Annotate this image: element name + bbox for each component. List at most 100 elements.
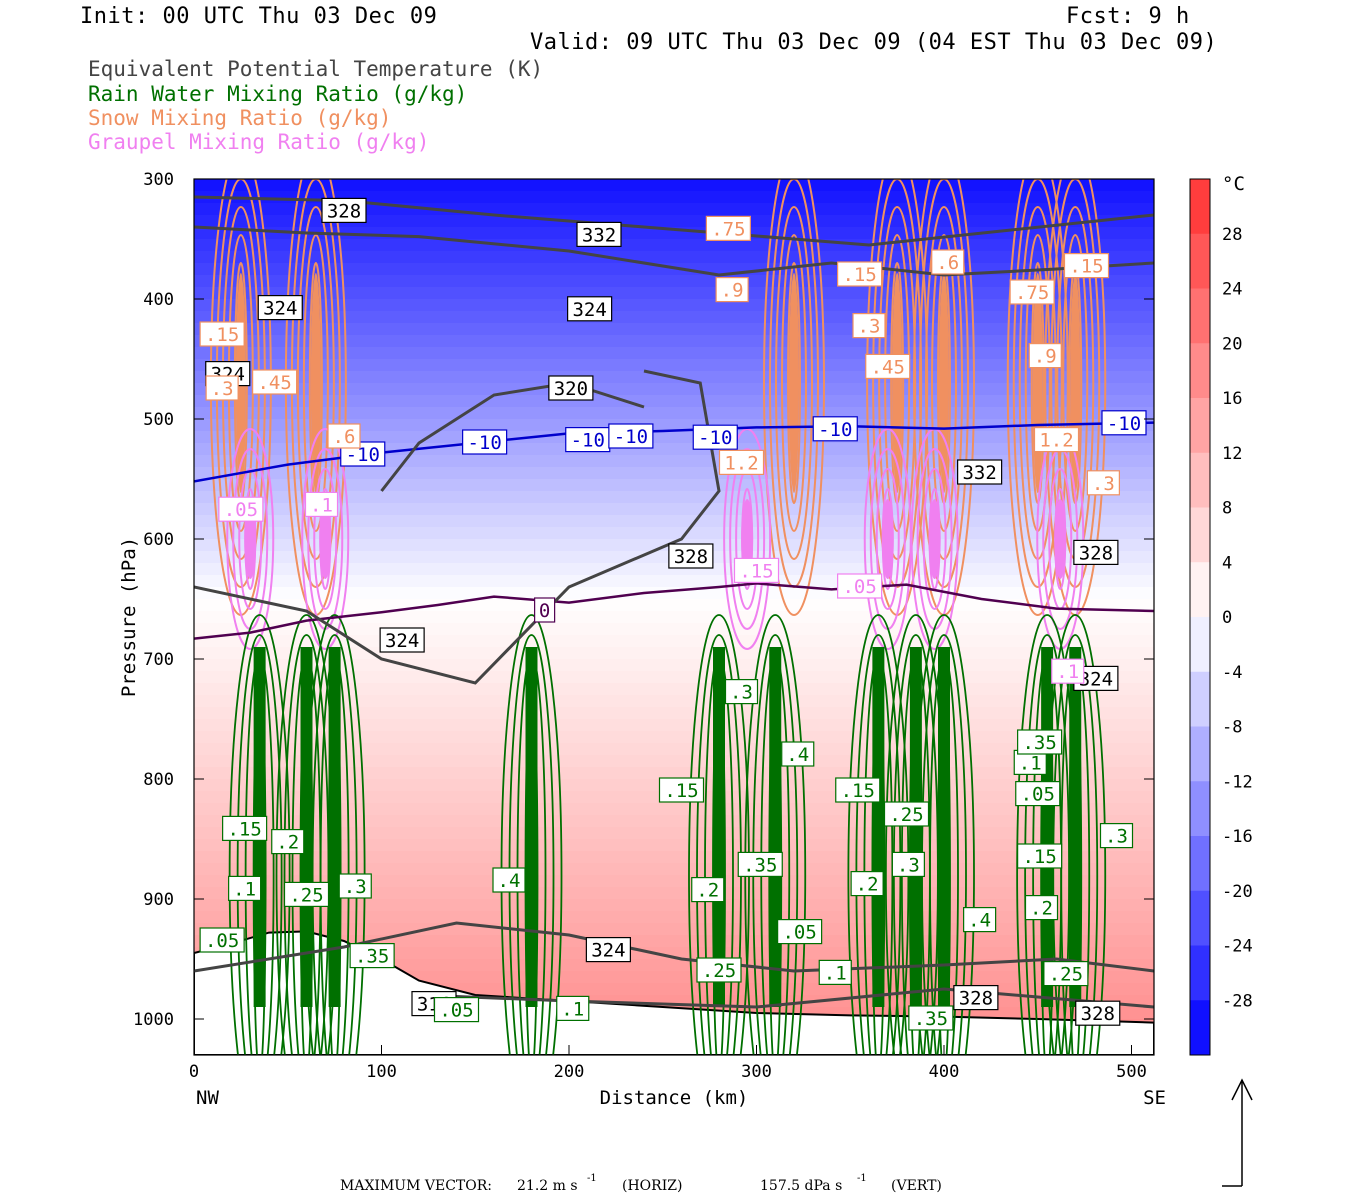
x-tick-label: 200 xyxy=(554,1062,585,1082)
theta-e-label-text: 324 xyxy=(572,299,606,321)
rain-label-text: .2 xyxy=(1030,898,1053,920)
colorbar-tick-label: 12 xyxy=(1222,444,1242,464)
colorbar-tick-label: -4 xyxy=(1222,663,1242,683)
colorbar-swatch xyxy=(1190,233,1210,289)
snow-label: .15 xyxy=(199,321,245,347)
isotherm-label-text: -10 xyxy=(346,444,380,466)
theta-e-label-text: 328 xyxy=(1081,1003,1115,1025)
isotherm-label-text: -10 xyxy=(614,426,648,448)
rain-label: .15 xyxy=(658,777,705,803)
theta-e-label: 328 xyxy=(953,984,999,1011)
rain-label: .1 xyxy=(556,995,590,1022)
max-vector-vert-exp: -1 xyxy=(857,1173,867,1184)
theta-e-label: 320 xyxy=(548,375,594,401)
snow-label: .3 xyxy=(205,375,239,401)
isotherm-label: -10 xyxy=(565,427,611,453)
snow-contour xyxy=(925,206,963,560)
rain-label: .25 xyxy=(1043,960,1089,987)
rain-label: .25 xyxy=(883,801,930,827)
rain-label: .3 xyxy=(1099,822,1134,849)
colorbar-frame xyxy=(1189,178,1211,1056)
rain-label: .1 xyxy=(228,875,262,902)
temperature-band xyxy=(194,359,1154,372)
colorbar-swatch xyxy=(1190,617,1210,673)
isotherm-label: -10 xyxy=(1101,410,1147,436)
snow-label-text: .6 xyxy=(936,252,959,274)
y-tick-label: 1000 xyxy=(133,1010,174,1030)
snow-contour xyxy=(1006,179,1069,616)
snow-label: .15 xyxy=(1063,253,1110,279)
graupel-label-text: .15 xyxy=(739,560,773,582)
snow-label-text: .9 xyxy=(1034,346,1057,368)
snow-label-text: .15 xyxy=(205,324,239,346)
valid-time: Valid: 09 UTC Thu 03 Dec 09 (04 EST Thu … xyxy=(530,30,1218,55)
colorbar-swatch xyxy=(1190,836,1210,892)
rain-label: .35 xyxy=(737,851,783,878)
theta-e-label: 324 xyxy=(379,627,425,653)
max-vector-vert-unit: (VERT) xyxy=(891,1178,942,1194)
graupel-label-text: .05 xyxy=(224,499,258,521)
rain-label: .25 xyxy=(283,881,330,908)
temperature-band xyxy=(194,251,1154,264)
colorbar-tick-label: -28 xyxy=(1222,991,1253,1011)
graupel-contour xyxy=(238,468,263,610)
colorbar-tick-label: 24 xyxy=(1222,280,1242,300)
isotherm-label-text: -10 xyxy=(698,427,732,449)
rain-label: .4 xyxy=(781,741,815,767)
rain-label-text: .3 xyxy=(897,854,920,876)
colorbar-swatch xyxy=(1190,343,1210,399)
colorbar-tick-label: 28 xyxy=(1222,225,1242,245)
snow-contour xyxy=(872,179,923,588)
rain-label-text: .15 xyxy=(227,818,261,840)
colorbar-tick-label: 4 xyxy=(1222,553,1232,573)
rain-label: .3 xyxy=(724,678,759,705)
snow-label-text: .45 xyxy=(871,356,905,378)
snow-contour xyxy=(1062,234,1089,532)
snow-contour xyxy=(931,234,957,532)
rain-label: .05 xyxy=(1015,780,1061,807)
rain-label-text: .35 xyxy=(1022,732,1056,754)
rain-label: .05 xyxy=(199,927,245,953)
legend-graupel: Graupel Mixing Ratio (g/kg) xyxy=(88,130,430,154)
rain-core xyxy=(1069,647,1082,1007)
rain-label-text: .15 xyxy=(841,780,875,802)
max-vector-horiz-exp: -1 xyxy=(587,1173,597,1184)
freezing-level-label: 0 xyxy=(534,597,556,623)
plot-frame xyxy=(193,178,1155,1056)
y-tick-label: 900 xyxy=(143,890,174,910)
temperature-band xyxy=(194,575,1154,588)
x-tick-label: 400 xyxy=(929,1062,960,1082)
theta-e-contour xyxy=(380,381,645,492)
colorbar-tick-label: -20 xyxy=(1222,882,1253,902)
rain-label-text: .1 xyxy=(1019,752,1042,774)
graupel-contour xyxy=(226,428,275,650)
snow-label: .3 xyxy=(1086,470,1120,496)
theta-e-label: 332 xyxy=(576,221,622,247)
rain-label-text: .35 xyxy=(914,1008,948,1030)
snow-label: .15 xyxy=(837,261,883,287)
graupel-core xyxy=(1054,499,1067,579)
theta-e-label: 324 xyxy=(585,936,631,963)
graupel-core xyxy=(319,499,332,579)
theta-e-label: 328 xyxy=(321,197,367,223)
y-tick-label: 700 xyxy=(143,650,174,670)
colorbar-swatch xyxy=(1190,726,1210,782)
snow-core xyxy=(1032,273,1043,493)
rain-label-text: .4 xyxy=(968,910,991,932)
snow-contour xyxy=(787,262,801,504)
snow-label: .45 xyxy=(865,353,911,379)
temperature-band xyxy=(194,383,1154,396)
temperature-band xyxy=(194,467,1154,480)
snow-label: .9 xyxy=(715,277,749,303)
theta-e-label: 328 xyxy=(668,543,714,569)
rain-label: .2 xyxy=(691,876,725,903)
isotherm-label: -10 xyxy=(608,423,654,449)
snow-label: .75 xyxy=(1009,279,1055,305)
snow-label: .3 xyxy=(852,313,886,339)
rain-label-text: .15 xyxy=(1022,846,1056,868)
snow-label: .6 xyxy=(931,249,965,275)
temperature-band xyxy=(194,635,1154,648)
snow-core xyxy=(939,273,949,493)
contour-labels: 3283323243243243203283243323283243243163… xyxy=(199,197,1147,1031)
rain-label-text: .25 xyxy=(702,960,736,982)
